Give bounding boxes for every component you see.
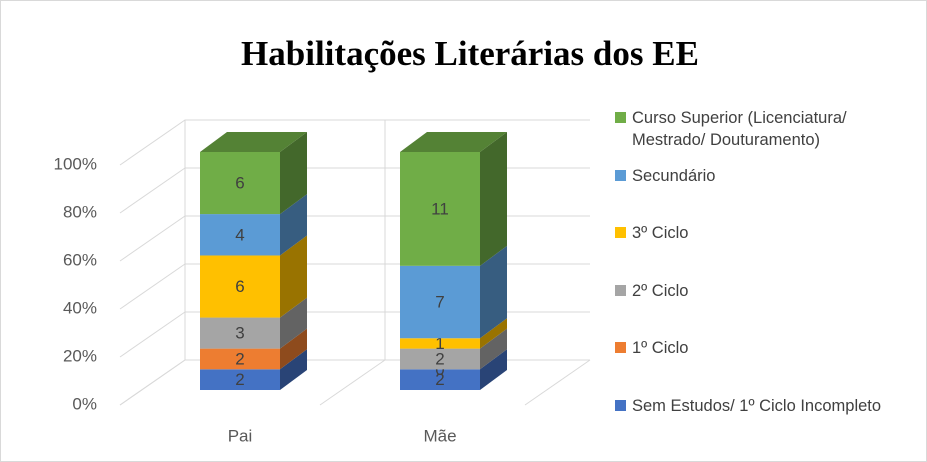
bar-front: [200, 348, 280, 370]
bar-side: [280, 235, 307, 318]
data-label: 2: [235, 349, 244, 368]
bar-front: [400, 338, 480, 349]
legend-label: Secundário: [632, 166, 716, 185]
chart-title: Habilitações Literárias dos EE: [241, 34, 699, 73]
bar-front: [400, 265, 480, 339]
legend-entry: 3º Ciclo: [615, 222, 890, 244]
bar-side: [280, 297, 307, 349]
data-label: 6: [235, 174, 244, 193]
legend-swatch: [615, 342, 626, 353]
bar-front: [200, 317, 280, 349]
bar-side: [280, 132, 307, 215]
data-label: 7: [435, 293, 444, 312]
legend-entry: Secundário: [615, 165, 890, 187]
legend-swatch: [615, 112, 626, 123]
grid-line: [119, 263, 590, 310]
data-label: 2: [435, 370, 444, 389]
bar-front: [200, 255, 280, 318]
data-label: 4: [235, 225, 244, 244]
bar-front: [200, 369, 280, 390]
data-label: 11: [431, 199, 449, 218]
bar-side: [280, 349, 307, 390]
y-tick-label: 0%: [72, 394, 97, 413]
floor-edge: [319, 359, 386, 406]
data-label: 2: [435, 349, 444, 368]
x-tick-label: Mãe: [423, 426, 456, 445]
bar-side: [280, 194, 307, 256]
floor-edge: [524, 359, 591, 406]
y-tick-label: 100%: [54, 154, 97, 173]
x-tick-label: Pai: [228, 426, 253, 445]
y-tick-label: 40%: [63, 298, 97, 317]
grid-line: [119, 167, 590, 214]
legend-swatch: [615, 284, 626, 296]
bar-side: [480, 245, 507, 339]
bar-front: [400, 348, 480, 370]
bar-side: [480, 328, 507, 370]
grid-line: [119, 215, 590, 262]
legend-label: 2º Ciclo: [632, 281, 689, 300]
bar-front: [400, 152, 480, 266]
bar-top: [400, 132, 507, 152]
y-tick-label: 80%: [63, 202, 97, 221]
data-label: 3: [235, 324, 244, 343]
bar-side: [280, 328, 307, 370]
legend-entry: Curso Superior (Licenciatura/ Mestrado/ …: [615, 107, 890, 151]
data-label: 6: [235, 277, 244, 296]
y-tick-label: 60%: [63, 250, 97, 269]
legend-label: Sem Estudos/ 1º Ciclo Incompleto: [632, 396, 882, 415]
legend-label: Curso Superior (Licenciatura/ Mestrado/ …: [632, 109, 847, 149]
bar-side: [480, 349, 507, 390]
bar-side: [480, 318, 507, 349]
bar-front: [200, 152, 280, 215]
legend-entry: Sem Estudos/ 1º Ciclo Incompleto: [615, 395, 890, 417]
legend-swatch: [615, 399, 626, 411]
y-tick-label: 20%: [63, 346, 97, 365]
grid-line: [119, 359, 590, 406]
legend-swatch: [615, 227, 626, 238]
legend-entry: 2º Ciclo: [615, 280, 890, 302]
legend-entry: 1º Ciclo: [615, 337, 890, 359]
data-label: 1: [435, 334, 444, 353]
grid-line: [119, 119, 590, 166]
bar-front: [200, 214, 280, 256]
legend-label: 3º Ciclo: [632, 224, 689, 242]
data-label: 2: [235, 370, 244, 389]
bar-front: [400, 369, 480, 390]
grid-line: [119, 311, 590, 358]
bar-top: [200, 132, 307, 152]
legend-swatch: [615, 169, 626, 181]
bar-side: [480, 132, 507, 266]
legend-label: 1º Ciclo: [632, 339, 689, 357]
